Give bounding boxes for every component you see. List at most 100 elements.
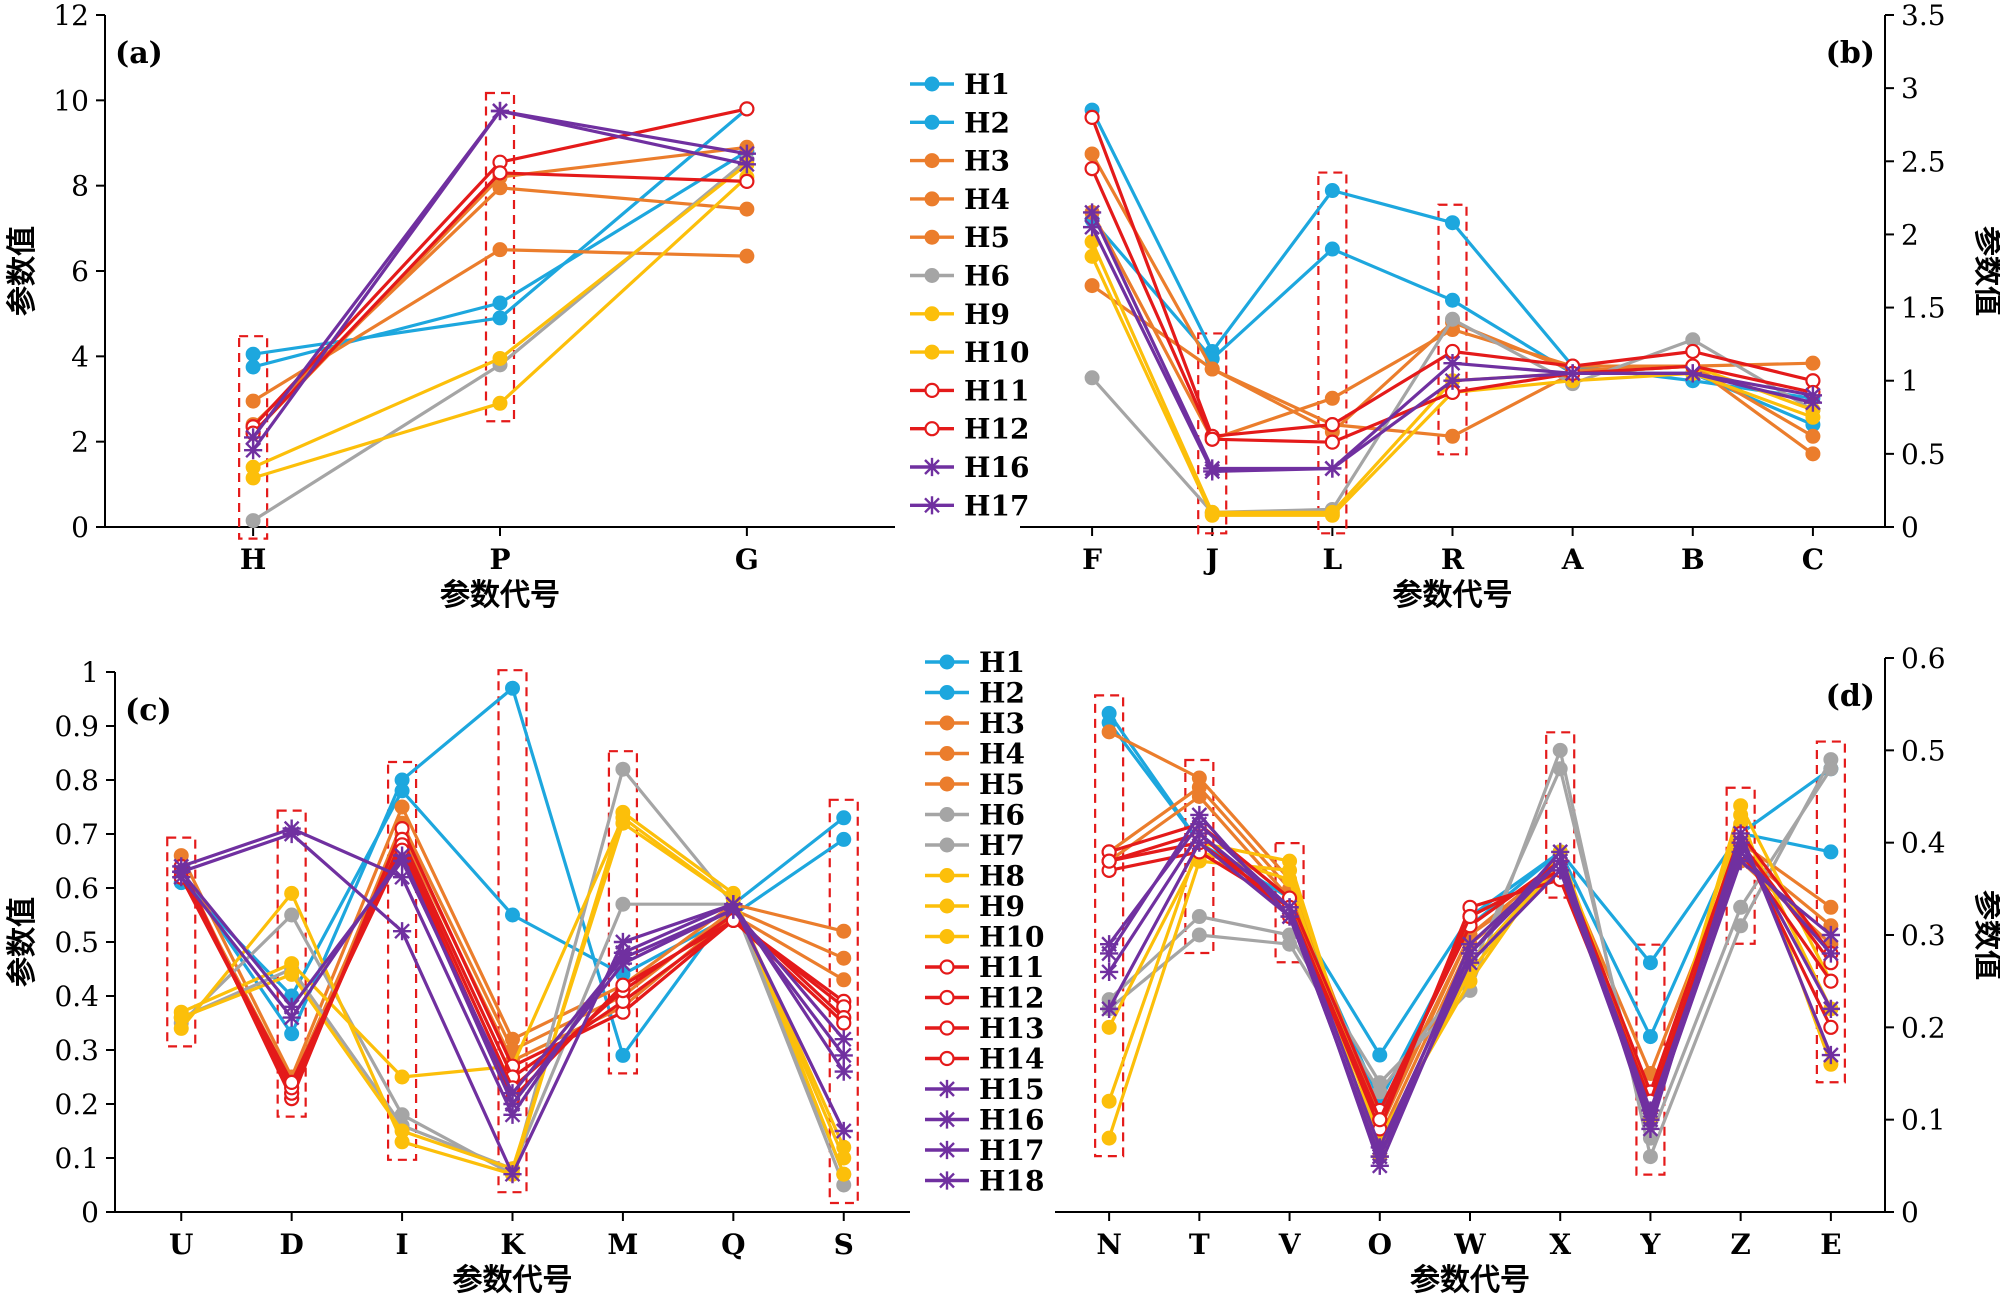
x-tick-label: P <box>489 543 510 576</box>
y-tick-label: 2 <box>1901 218 1919 251</box>
y-tick-label: 0.5 <box>54 926 99 959</box>
data-point <box>1084 278 1100 294</box>
series-line <box>179 686 845 1057</box>
x-tick-label: Z <box>1730 1228 1750 1261</box>
highlight-box <box>497 669 528 1194</box>
highlight-box <box>1317 171 1348 535</box>
data-point <box>1733 899 1749 915</box>
x-axis-title: 参数代号 <box>440 578 560 613</box>
x-tick-label: F <box>1082 543 1102 576</box>
legend-entry: H17 <box>925 1134 1044 1167</box>
data-point <box>1731 842 1750 861</box>
legend-label: H6 <box>964 260 1010 293</box>
legend-swatch-marker <box>939 898 955 914</box>
data-point <box>1370 1156 1389 1175</box>
data-point <box>1641 1110 1660 1129</box>
y-tick-label: 0.3 <box>54 1034 99 1067</box>
y-tick-label: 2.5 <box>1901 145 1946 178</box>
data-point <box>1190 805 1209 825</box>
legend-entry: H1 <box>910 68 1010 101</box>
data-point <box>1551 861 1570 880</box>
x-tick-label: H <box>240 543 266 576</box>
legend: H1H2H3H4H5H6H7H8H9H10H11H12H13H14H15H16H… <box>925 646 1044 1198</box>
data-point <box>1101 1093 1117 1109</box>
highlight-box <box>607 750 639 1075</box>
data-point <box>492 295 508 311</box>
series-H17 <box>1100 815 1840 1157</box>
y-tick-label: 0.8 <box>54 764 99 797</box>
series-H8 <box>173 804 852 1182</box>
data-point <box>1190 815 1209 834</box>
data-point <box>739 173 755 189</box>
legend-swatch-marker <box>924 229 940 245</box>
legend-label: H2 <box>964 106 1010 139</box>
y-tick-label: 3 <box>1901 72 1919 105</box>
legend-entry: H18 <box>925 1165 1044 1198</box>
data-point <box>739 101 755 117</box>
data-point <box>1731 852 1750 871</box>
y-tick-label: 4 <box>71 340 89 373</box>
legend-entry: H16 <box>910 451 1029 484</box>
legend-entry: H7 <box>925 829 1025 862</box>
x-tick-label: B <box>1681 543 1705 576</box>
data-point <box>1204 504 1220 520</box>
data-point <box>1551 852 1570 871</box>
data-point <box>505 680 520 696</box>
legend-label: H5 <box>979 768 1025 801</box>
legend-swatch-marker <box>939 929 955 944</box>
x-tick-label: D <box>280 1228 304 1261</box>
data-point <box>1552 761 1568 777</box>
y-tick-label: 10 <box>53 84 89 117</box>
data-point <box>505 907 520 923</box>
y-tick-label: 0.2 <box>54 1088 99 1121</box>
legend-swatch-marker <box>939 746 955 761</box>
data-point <box>1101 724 1117 740</box>
y-tick-label: 0.6 <box>1901 642 1946 675</box>
y-tick-label: 0.5 <box>1901 438 1946 471</box>
data-point <box>1084 370 1100 386</box>
data-point <box>1443 371 1462 390</box>
data-point <box>836 1150 852 1166</box>
legend-entry: H14 <box>925 1043 1044 1076</box>
data-point <box>1803 393 1823 412</box>
legend-entry: H6 <box>910 260 1010 293</box>
legend-swatch-marker <box>924 306 940 322</box>
data-point <box>1445 428 1460 444</box>
x-tick-label: O <box>1368 1228 1392 1261</box>
data-point <box>1100 935 1119 954</box>
legend-entry: H17 <box>910 489 1029 522</box>
legend-swatch-marker <box>924 344 940 360</box>
x-axis-title: 参数代号 <box>1393 578 1513 613</box>
data-point <box>615 1047 631 1063</box>
y-tick-label: 0.9 <box>54 710 99 743</box>
data-point <box>1805 355 1821 371</box>
y-tick-label: 0.7 <box>54 818 99 851</box>
legend-entry: H12 <box>910 413 1029 446</box>
legend-swatch-marker <box>924 76 940 92</box>
y-tick-label: 1 <box>1901 365 1919 398</box>
x-tick-label: G <box>735 543 759 576</box>
data-point <box>1642 1149 1658 1165</box>
legend-swatch-marker <box>939 654 955 670</box>
legend-entry: H4 <box>925 738 1025 771</box>
legend: H1 H2 H3 H4 H5 H6 H9 H10 H11 H12 H16 H17 <box>910 68 1029 522</box>
data-point <box>739 248 755 264</box>
y-tick-label: 1.5 <box>1901 292 1946 325</box>
legend-entry: H13 <box>925 1012 1044 1045</box>
data-point <box>1685 343 1701 360</box>
x-axis-title: 参数代号 <box>453 1263 573 1298</box>
panel-label: (b) <box>1826 36 1875 71</box>
data-point <box>1280 907 1299 926</box>
legend-entry: H6 <box>925 799 1025 832</box>
legend-entry: H8 <box>925 860 1025 893</box>
y-axis-title: 参数值 <box>1970 890 2000 980</box>
legend-label: H5 <box>964 221 1010 254</box>
data-point <box>284 885 300 901</box>
legend-entry: H11 <box>925 951 1044 984</box>
y-axis-title: 参数值 <box>5 226 40 316</box>
data-point <box>1082 203 1102 222</box>
legend-entry: H9 <box>925 890 1025 923</box>
data-point <box>282 997 301 1016</box>
data-point <box>245 346 261 362</box>
